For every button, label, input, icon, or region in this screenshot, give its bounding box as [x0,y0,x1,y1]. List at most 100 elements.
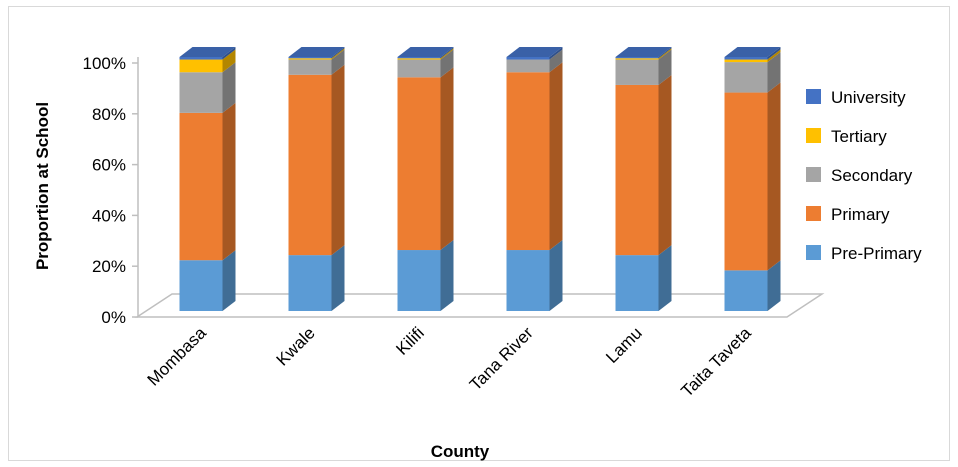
legend-item: University [806,88,906,107]
bar-side [767,49,781,63]
bar-segment [179,47,236,60]
bar-front [288,58,332,60]
y-axis-title: Proportion at School [33,102,52,270]
x-tick-label: Mombasa [144,323,211,390]
bar-front [288,255,332,311]
bar-segment [397,47,454,59]
y-tick-label: 100% [83,54,126,73]
legend: University Tertiary Secondary Primary Pre-Pr… [806,88,922,263]
bar-segment [724,260,781,311]
bar-side [767,260,781,311]
axes: 0% 20% 40% 60% 80% 100% [83,54,139,327]
bar-side [658,48,672,60]
bar-segment [615,48,672,60]
floor-outline [134,293,825,318]
bar-side [440,47,454,59]
bar-front [506,57,550,60]
bar-segment [288,64,345,256]
y-tick-label: 80% [92,105,126,124]
bar-top [724,47,781,57]
bar-segment [179,102,236,261]
legend-label: Primary [831,205,890,224]
legend-item: Tertiary [806,127,887,146]
bar-segment [288,49,345,75]
bar-side [331,48,345,60]
bar-side [222,62,236,113]
bar-segment [506,240,563,311]
y-tick-label: 20% [92,257,126,276]
bar-front [506,59,550,73]
bar-stack-taita-taveta [724,47,781,311]
chart-frame [8,6,950,461]
legend-swatch [806,245,821,260]
bar-front [288,59,332,75]
bar-front [397,77,441,251]
x-axis-title: County [431,442,490,461]
bar-front [179,112,223,261]
bar-side [331,245,345,311]
bar-front [506,72,550,251]
bar-segment [615,245,672,311]
bar-segment [724,82,781,271]
bar-top [397,47,454,57]
bar-stack-kilifi [397,47,454,311]
bar-side [222,47,236,60]
bar-segment [288,245,345,311]
legend-item: Pre-Primary [806,244,922,263]
bar-side [331,64,345,256]
bar-front [724,57,768,60]
bar-segment [179,49,236,73]
bar-side [658,74,672,256]
bar-side [440,67,454,251]
bar-front [179,260,223,311]
bar-side [440,49,454,78]
bar-segment [506,49,563,73]
bar-front [179,57,223,60]
bar-side [549,47,563,60]
bar-segment [288,47,345,59]
bar-side [658,49,672,85]
x-tick-label: Kilifi [392,323,427,358]
legend-swatch [806,167,821,182]
bar-side [331,49,345,75]
bar-segment [615,49,672,85]
legend-item: Primary [806,205,890,224]
bar-segment [724,47,781,60]
legend-swatch [806,206,821,221]
bar-stack-kwale [288,47,345,311]
bar-side [222,49,236,73]
legend-label: Secondary [831,166,913,185]
bar-segment [179,250,236,311]
bar-side [658,245,672,311]
bar-segment [506,47,563,60]
bar-front [724,270,768,311]
bar-side [549,62,563,251]
y-tick-label: 60% [92,156,126,175]
bar-front [397,57,441,59]
bar-side [767,82,781,271]
x-tick-labels: Mombasa Kwale Kilifi Tana River Lamu Taita Ta… [144,323,756,401]
x-tick-label: Tana River [466,323,537,394]
bar-segment [397,240,454,311]
bar-front [179,72,223,113]
bar-front [724,62,768,93]
x-tick-label: Kwale [273,323,319,369]
bar-stack-lamu [615,47,672,311]
bar-front [724,92,768,271]
bar-side [440,48,454,60]
bar-segment [288,48,345,60]
bar-segment [615,74,672,256]
bar-side [549,240,563,311]
bar-top [179,47,236,57]
bar-segment [397,48,454,60]
x-tick-label: Lamu [602,323,646,367]
bar-side [549,49,563,73]
bar-segment [397,49,454,78]
bar-side [222,250,236,311]
bars [179,47,781,311]
bar-segment [397,67,454,251]
chart-floor [134,293,825,318]
bar-segment [179,62,236,113]
bar-front [288,74,332,256]
